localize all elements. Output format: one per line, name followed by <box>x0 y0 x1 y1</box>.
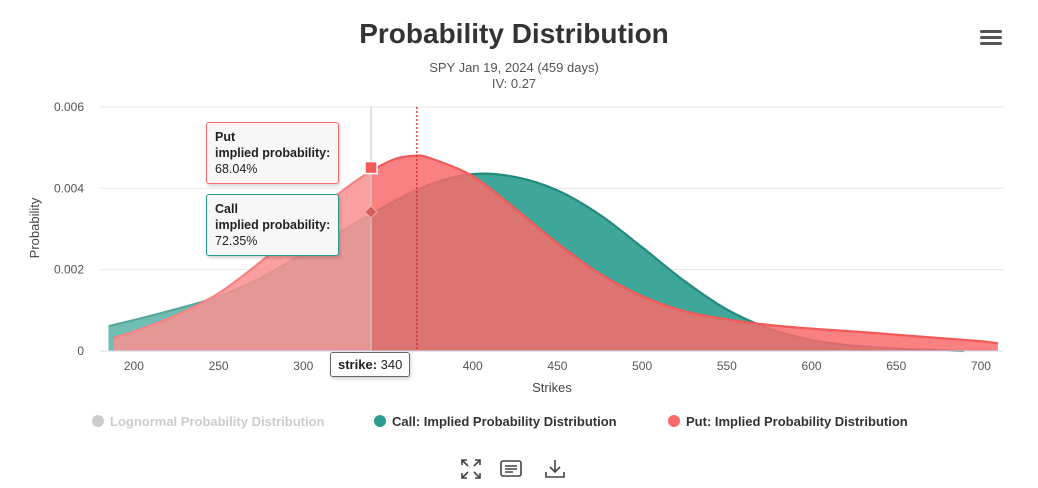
strike-value: 340 <box>380 357 403 372</box>
y-tick-label: 0.002 <box>54 263 84 277</box>
hamburger-icon[interactable] <box>980 28 1002 48</box>
put-tooltip-title: Put <box>215 130 236 144</box>
legend-label-call: Call: Implied Probability Distribution <box>392 414 617 429</box>
legend-item-call[interactable]: Call: Implied Probability Distribution <box>374 414 617 429</box>
x-axis-ticks: 200250300350400450500550600650700 <box>100 350 1003 373</box>
x-tick-label: 650 <box>886 359 906 373</box>
y-tick-label: 0.004 <box>54 181 84 195</box>
call-tooltip: Call implied probability: 72.35% <box>206 194 340 256</box>
put-hover-marker <box>364 160 378 175</box>
put-tooltip-value: 68.04% <box>215 162 258 176</box>
call-tooltip-label: implied probability: <box>215 218 331 232</box>
legend-marker-call <box>374 415 386 427</box>
chart-subtitle-line-2: IV: 0.27 <box>491 76 537 91</box>
chart-subtitle-line-1: SPY Jan 19, 2024 (459 days) <box>429 60 599 75</box>
call-hover-marker <box>364 205 378 219</box>
x-axis-label: Strikes <box>532 380 572 395</box>
table-icon[interactable] <box>499 457 523 481</box>
put-line <box>113 154 999 345</box>
x-tick-label: 550 <box>717 359 737 373</box>
call-tooltip-value: 72.35% <box>215 234 258 248</box>
strike-crosshair-label: strike: 340 <box>330 352 411 377</box>
x-tick-label: 300 <box>293 359 313 373</box>
chart-title: Probability Distribution <box>359 18 669 49</box>
legend-marker-lognormal <box>92 415 104 427</box>
y-axis-ticks: 0 0.002 0.004 0.006 <box>54 100 84 358</box>
x-tick-label: 250 <box>209 359 229 373</box>
legend-item-lognormal[interactable]: Lognormal Probability Distribution <box>92 414 325 429</box>
put-tooltip: Put implied probability: 68.04% <box>206 122 340 184</box>
strike-label: strike: <box>338 357 378 372</box>
put-tooltip-label: implied probability: <box>215 146 331 160</box>
legend-item-put[interactable]: Put: Implied Probability Distribution <box>668 414 908 429</box>
legend-marker-put <box>668 415 680 427</box>
y-tick-label: 0.006 <box>54 100 84 114</box>
legend-label-lognormal: Lognormal Probability Distribution <box>110 414 325 429</box>
chart-plot: 200250300350400450500550600650700 00.002… <box>27 100 1003 395</box>
x-tick-label: 200 <box>124 359 144 373</box>
y-tick-label: 0 <box>77 344 84 358</box>
x-tick-label: 400 <box>463 359 483 373</box>
x-tick-label: 450 <box>547 359 567 373</box>
x-tick-label: 600 <box>802 359 822 373</box>
x-tick-label: 700 <box>971 359 991 373</box>
expand-icon[interactable] <box>459 457 483 481</box>
call-tooltip-title: Call <box>215 202 238 216</box>
x-tick-label: 500 <box>632 359 652 373</box>
download-icon[interactable] <box>543 457 567 481</box>
legend-label-put: Put: Implied Probability Distribution <box>686 414 908 429</box>
y-axis-label: Probability <box>27 197 42 258</box>
